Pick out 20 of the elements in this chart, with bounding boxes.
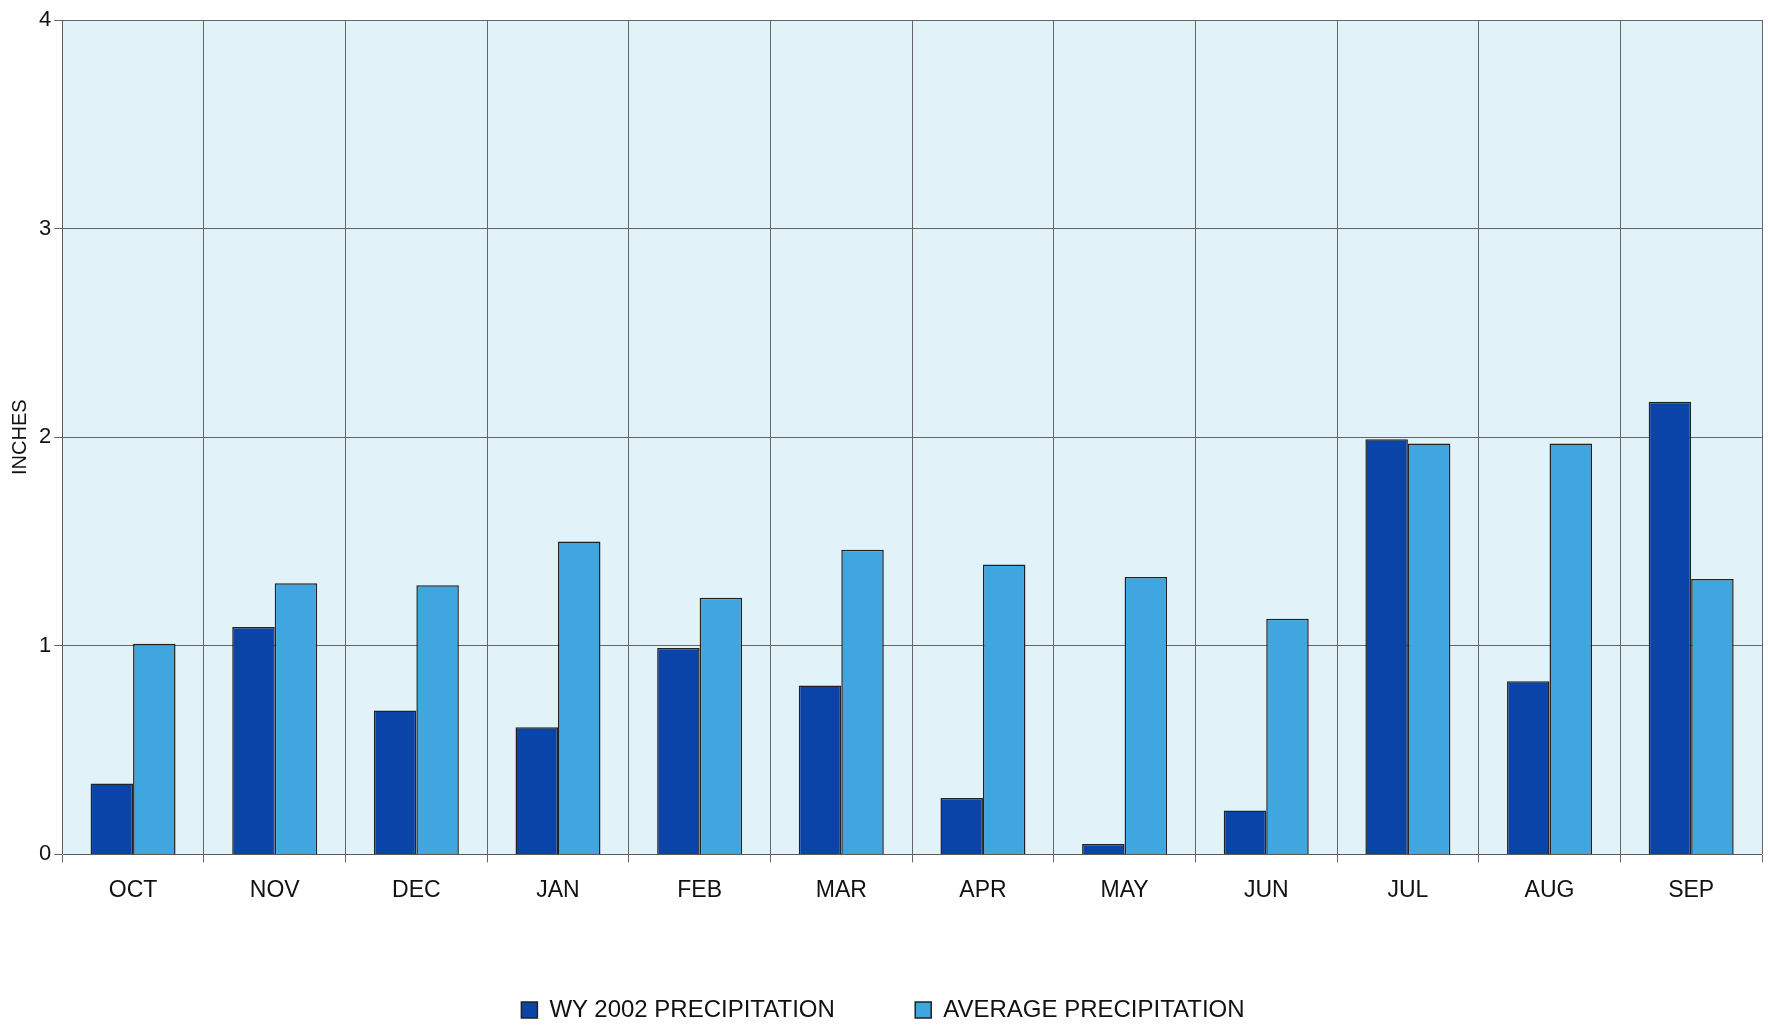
- x-tick-label: JUN: [1243, 875, 1289, 902]
- y-tick-label: 1: [38, 631, 52, 657]
- legend-label: WY 2002 PRECIPITATION: [549, 994, 835, 1022]
- x-tick-label: MAY: [1100, 875, 1149, 902]
- x-tick-label: JAN: [536, 875, 580, 902]
- x-tick-label: JUL: [1387, 875, 1429, 902]
- x-tick-label: FEB: [677, 875, 723, 902]
- x-tick-label: APR: [959, 875, 1007, 902]
- y-axis-title: INCHES: [7, 399, 30, 475]
- x-tick-label: NOV: [249, 875, 301, 902]
- y-tick-label: 4: [38, 6, 52, 32]
- x-tick-label: SEP: [1668, 875, 1715, 902]
- x-tick-label: AUG: [1524, 875, 1575, 902]
- x-tick-label: MAR: [815, 875, 867, 902]
- y-tick-label: 0: [38, 840, 52, 866]
- y-tick-label: 3: [38, 214, 52, 240]
- legend-label: AVERAGE PRECIPITATION: [943, 994, 1245, 1022]
- x-tick-label: DEC: [392, 875, 441, 902]
- x-tick-label: OCT: [108, 875, 158, 902]
- y-tick-label: 2: [38, 423, 52, 449]
